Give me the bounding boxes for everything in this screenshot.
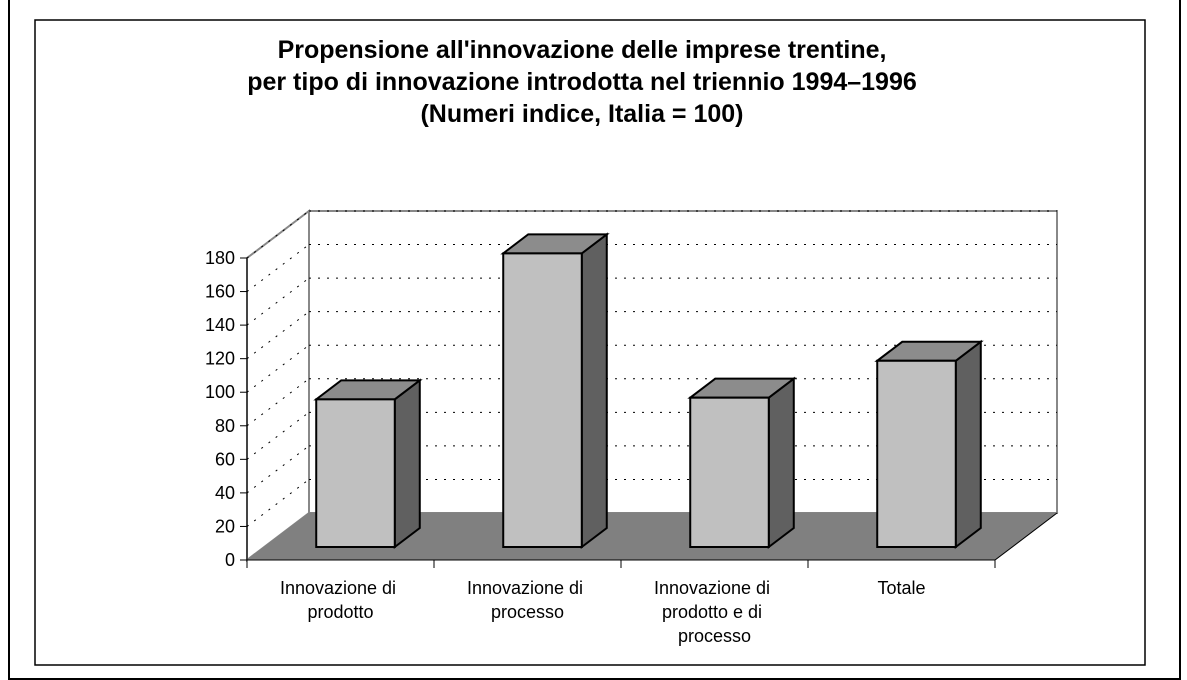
grid-line	[246, 411, 310, 460]
chart-title: Propensione all'innovazione delle impres…	[278, 36, 887, 64]
x-tick-label: Innovazione di prodotto	[280, 578, 401, 622]
bar-side	[767, 376, 795, 550]
grid-line	[246, 445, 310, 494]
x-tick-label: Totale	[877, 578, 925, 598]
chart-title: (Numeri indice, Italia = 100)	[420, 100, 743, 128]
grid-line	[246, 244, 310, 292]
y-tick-label: 20	[215, 516, 235, 536]
bar	[502, 252, 583, 548]
x-tick-label: Innovazione di processo	[467, 578, 588, 622]
bar	[876, 359, 957, 548]
chart-title: per tipo di innovazione introdotta nel t…	[247, 68, 917, 96]
y-tick-label: 100	[205, 382, 235, 402]
grid-line	[246, 277, 310, 326]
grid-line	[246, 210, 310, 259]
floor-edge	[994, 512, 1058, 561]
y-tick-label: 80	[215, 416, 235, 436]
bar-side	[580, 232, 608, 550]
bar-side	[393, 378, 421, 550]
y-tick-label: 60	[215, 449, 235, 469]
bar	[315, 398, 396, 548]
grid-line	[246, 344, 310, 393]
y-tick-label: 120	[205, 349, 235, 369]
side-wall	[246, 208, 310, 563]
y-tick-label: 160	[205, 282, 235, 302]
grid-line	[246, 378, 310, 427]
y-tick-label: 0	[225, 550, 235, 570]
y-tick-label: 40	[215, 483, 235, 503]
bar-side	[954, 339, 982, 550]
y-tick-label: 180	[205, 248, 235, 268]
y-tick-label: 140	[205, 315, 235, 335]
bar	[689, 396, 770, 548]
grid-line	[246, 479, 310, 527]
grid-line	[246, 311, 310, 360]
x-tick-label: Innovazione di prodotto e di processo	[654, 578, 775, 646]
